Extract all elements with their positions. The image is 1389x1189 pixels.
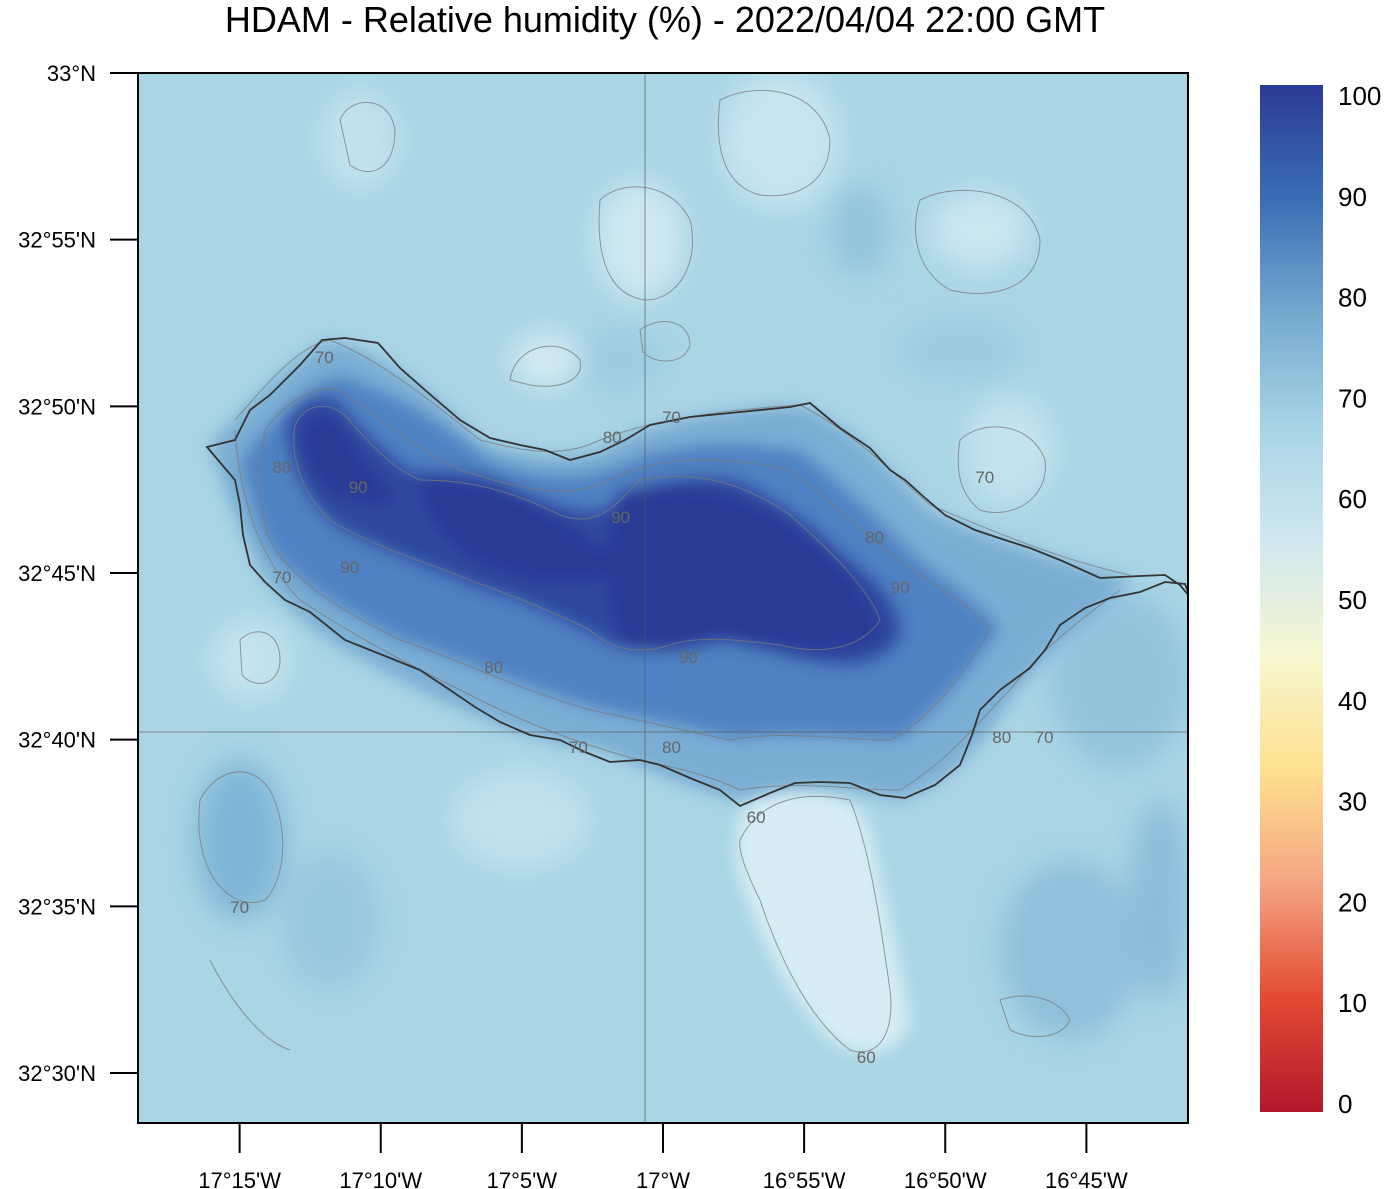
colorbar-tick-label: 80: [1338, 283, 1367, 313]
contour-label: 90: [611, 508, 630, 527]
background-variation: [195, 73, 1188, 1040]
contour-label: 80: [662, 738, 681, 757]
lat-tick-label: 32°30'N: [18, 1061, 96, 1086]
colorbar-tick-label: 20: [1338, 887, 1367, 917]
contour-label: 70: [315, 348, 334, 367]
lon-tick-label: 17°10'W: [339, 1168, 422, 1189]
contour-label: 90: [891, 578, 910, 597]
lon-tick-label: 16°45'W: [1045, 1168, 1128, 1189]
contour-label: 70: [569, 738, 588, 757]
contour-label: 90: [340, 558, 359, 577]
contour-label: 70: [230, 898, 249, 917]
latitude-axis: 33°N 32°55'N 32°50'N 32°45'N 32°40'N 32°35'N 3…: [18, 61, 138, 1086]
colorbar-tick-label: 50: [1338, 585, 1367, 615]
contour-label: 70: [272, 568, 291, 587]
contour-label: 60: [857, 1048, 876, 1067]
lat-tick-label: 33°N: [47, 61, 96, 86]
colorbar-tick-label: 70: [1338, 383, 1367, 413]
contour-label: 90: [349, 478, 368, 497]
contour-label: 70: [662, 408, 681, 427]
colorbar-tick-label: 0: [1338, 1089, 1352, 1119]
grid-lines: [138, 73, 1188, 1123]
lon-tick-label: 17°15'W: [198, 1168, 281, 1189]
colorbar-tick-label: 100: [1338, 81, 1381, 111]
lat-tick-label: 32°50'N: [18, 394, 96, 419]
contour-label: 60: [747, 808, 766, 827]
lon-tick-label: 16°50'W: [904, 1168, 987, 1189]
colorbar-tick-label: 10: [1338, 988, 1367, 1018]
lon-tick-label: 16°55'W: [763, 1168, 846, 1189]
contour-label: 80: [865, 528, 884, 547]
colorbar-bar: [1260, 85, 1323, 1112]
contour-label: 90: [679, 648, 698, 667]
lat-tick-label: 32°55'N: [18, 228, 96, 253]
longitude-axis: 17°15'W 17°10'W 17°5'W 17°W 16°55'W 16°50'W 16…: [198, 1123, 1128, 1189]
colorbar-tick-label: 40: [1338, 686, 1367, 716]
contour-label: 80: [992, 728, 1011, 747]
contour-label: 70: [975, 468, 994, 487]
colorbar-tick-label: 90: [1338, 182, 1367, 212]
contour-label: 80: [484, 658, 503, 677]
lon-tick-label: 17°5'W: [487, 1168, 558, 1189]
lat-tick-label: 32°40'N: [18, 728, 96, 753]
contour-labels: 70 80 90 90 70 80 70 80 90 80 90 70 80 90 70 80 70 60 70 60: [230, 348, 1053, 1067]
island-humidity: [210, 340, 1130, 800]
map-field: 70 80 90 90 70 80 70 80 90 80 90 70 80 90 70 80 70 60 70 60: [138, 73, 1188, 1123]
lon-tick-label: 17°W: [636, 1168, 690, 1189]
colorbar-tick-label: 30: [1338, 787, 1367, 817]
lat-tick-label: 32°35'N: [18, 894, 96, 919]
contour-label: 80: [603, 428, 622, 447]
lat-tick-label: 32°45'N: [18, 561, 96, 586]
colorbar-tick-label: 60: [1338, 484, 1367, 514]
contour-label: 70: [1035, 728, 1054, 747]
map-title: HDAM - Relative humidity (%) - 2022/04/0…: [224, 0, 1106, 40]
contour-label: 80: [272, 458, 291, 477]
island-coastline: [205, 337, 1188, 808]
